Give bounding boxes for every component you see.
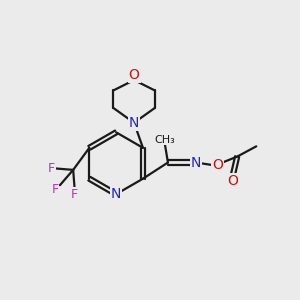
Text: CH₃: CH₃ [154,134,176,145]
Text: N: N [111,187,121,201]
Text: N: N [129,116,139,130]
Text: O: O [212,158,223,172]
Text: N: N [191,155,201,170]
Text: F: F [51,183,58,196]
Text: F: F [47,162,55,175]
Text: F: F [71,188,78,201]
Text: O: O [129,68,140,82]
Text: O: O [227,174,238,188]
